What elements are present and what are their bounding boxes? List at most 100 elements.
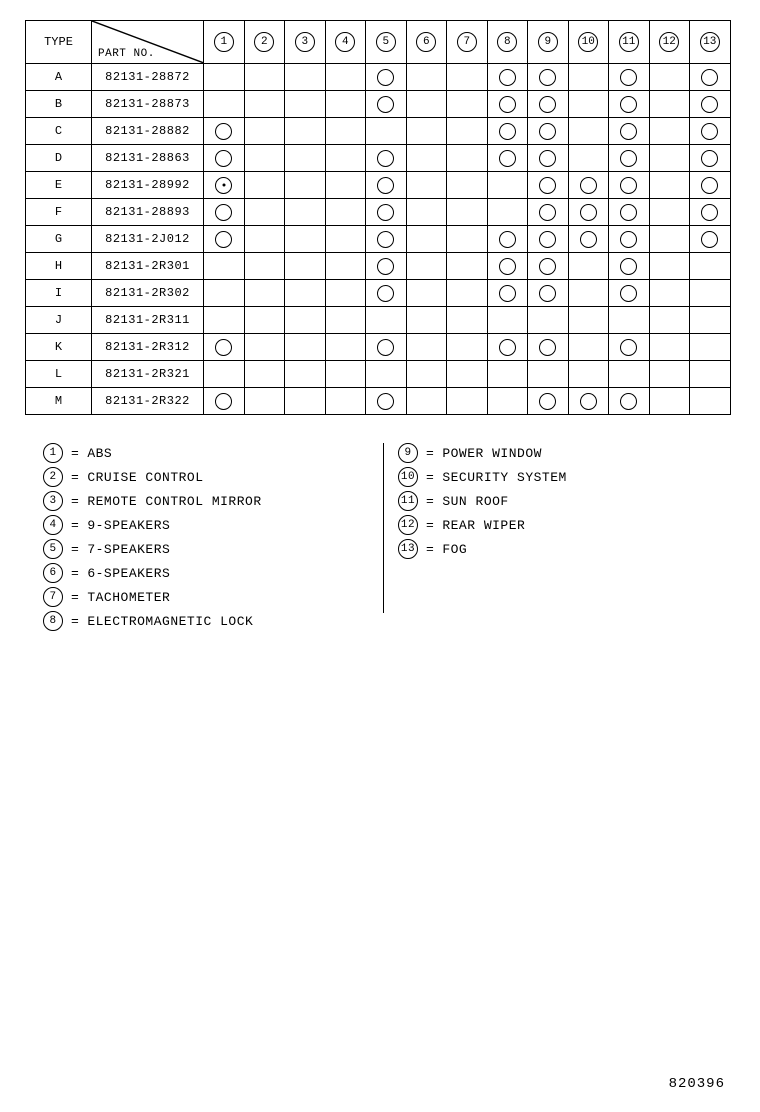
circled-number-icon: 1	[43, 443, 63, 463]
circle-mark-icon	[539, 150, 556, 167]
table-header-row: TYPE PART NO. 12345678910111213	[26, 21, 731, 64]
column-header-13: 13	[690, 21, 731, 64]
mark-cell	[447, 226, 488, 253]
mark-cell	[528, 91, 569, 118]
mark-cell	[325, 145, 366, 172]
mark-cell	[528, 226, 569, 253]
mark-cell	[447, 64, 488, 91]
mark-cell	[406, 226, 447, 253]
circle-mark-icon	[580, 177, 597, 194]
mark-cell	[649, 118, 690, 145]
mark-cell	[204, 280, 245, 307]
mark-cell	[609, 64, 650, 91]
circle-mark-icon	[620, 96, 637, 113]
circled-number-icon: 6	[416, 32, 436, 52]
mark-cell	[609, 307, 650, 334]
mark-cell	[244, 334, 285, 361]
mark-cell	[568, 226, 609, 253]
mark-cell	[487, 145, 528, 172]
equals-sign: =	[71, 542, 79, 557]
circle-mark-icon	[539, 69, 556, 86]
table-row: H82131-2R301	[26, 253, 731, 280]
mark-cell	[690, 253, 731, 280]
legend-column-right: 9=POWER WINDOW10=SECURITY SYSTEM11=SUN R…	[398, 443, 567, 631]
circled-number-icon: 12	[398, 515, 418, 535]
equals-sign: =	[71, 470, 79, 485]
circle-mark-icon	[499, 339, 516, 356]
column-header-9: 9	[528, 21, 569, 64]
circle-mark-icon	[620, 258, 637, 275]
part-number-cell: 82131-2R311	[92, 307, 204, 334]
mark-cell	[285, 145, 326, 172]
mark-cell	[487, 280, 528, 307]
circle-mark-icon	[620, 339, 637, 356]
type-cell: E	[26, 172, 92, 199]
legend-item: 9=POWER WINDOW	[398, 443, 567, 463]
type-cell: B	[26, 91, 92, 118]
mark-cell	[325, 280, 366, 307]
mark-cell	[244, 118, 285, 145]
part-number-cell: 82131-28872	[92, 64, 204, 91]
circled-number-icon: 12	[659, 32, 679, 52]
circled-number-icon: 11	[398, 491, 418, 511]
circle-mark-icon	[215, 393, 232, 410]
part-number-cell: 82131-2R301	[92, 253, 204, 280]
circled-number-icon: 5	[376, 32, 396, 52]
table-row: C82131-28882	[26, 118, 731, 145]
circle-mark-icon	[215, 150, 232, 167]
type-cell: A	[26, 64, 92, 91]
mark-cell	[366, 145, 407, 172]
mark-cell	[528, 388, 569, 415]
mark-cell	[204, 226, 245, 253]
mark-cell	[325, 172, 366, 199]
circle-mark-icon	[377, 258, 394, 275]
mark-cell	[406, 253, 447, 280]
type-cell: M	[26, 388, 92, 415]
mark-cell	[649, 388, 690, 415]
mark-cell	[366, 118, 407, 145]
mark-cell	[447, 334, 488, 361]
circled-number-icon: 4	[43, 515, 63, 535]
mark-cell	[568, 64, 609, 91]
legend-item: 13=FOG	[398, 539, 567, 559]
legend-item: 4=9-SPEAKERS	[43, 515, 383, 535]
mark-cell	[325, 307, 366, 334]
mark-cell	[406, 199, 447, 226]
mark-cell	[447, 91, 488, 118]
mark-cell	[649, 145, 690, 172]
circle-mark-icon	[539, 339, 556, 356]
circle-mark-icon	[701, 204, 718, 221]
mark-cell	[366, 226, 407, 253]
mark-cell	[406, 91, 447, 118]
column-header-8: 8	[487, 21, 528, 64]
mark-cell	[609, 334, 650, 361]
circled-number-icon: 3	[43, 491, 63, 511]
mark-cell	[447, 361, 488, 388]
mark-cell	[204, 307, 245, 334]
parts-applicability-table: TYPE PART NO. 12345678910111213 A82131-2…	[25, 20, 731, 415]
mark-cell	[285, 226, 326, 253]
mark-cell	[690, 145, 731, 172]
mark-cell	[568, 334, 609, 361]
mark-cell	[568, 199, 609, 226]
equals-sign: =	[426, 494, 434, 509]
circle-mark-icon	[580, 393, 597, 410]
mark-cell	[244, 145, 285, 172]
circle-mark-icon	[620, 150, 637, 167]
part-number-cell: 82131-28863	[92, 145, 204, 172]
circle-mark-icon	[499, 258, 516, 275]
mark-cell	[204, 361, 245, 388]
table-row: K82131-2R312	[26, 334, 731, 361]
legend-label: REMOTE CONTROL MIRROR	[87, 494, 261, 509]
mark-cell	[649, 361, 690, 388]
circled-number-icon: 10	[578, 32, 598, 52]
table-row: G82131-2J012	[26, 226, 731, 253]
column-header-3: 3	[285, 21, 326, 64]
mark-cell	[285, 64, 326, 91]
mark-cell	[366, 199, 407, 226]
mark-cell	[366, 388, 407, 415]
mark-cell	[447, 118, 488, 145]
mark-cell	[285, 361, 326, 388]
table-row: L82131-2R321	[26, 361, 731, 388]
legend-item: 2=CRUISE CONTROL	[43, 467, 383, 487]
